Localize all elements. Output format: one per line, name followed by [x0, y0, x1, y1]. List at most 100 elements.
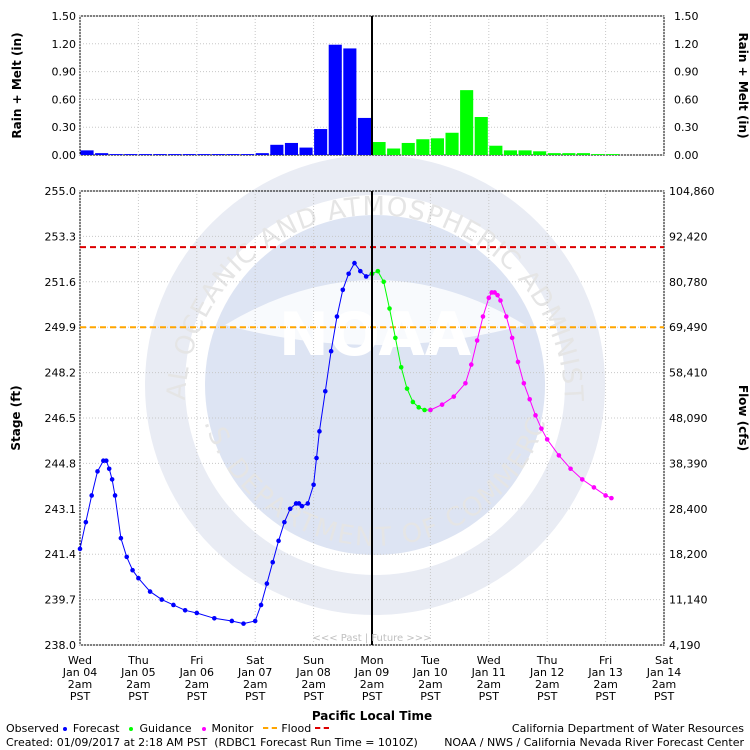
- forecast-precip-bar: [372, 142, 386, 155]
- stage-tick-label: 241.4: [45, 548, 77, 561]
- x-tick-date: Jan 10: [412, 666, 447, 679]
- legend: Observed Forecast Guidance Monitor Flood: [6, 722, 333, 735]
- top-ytick-left: 0.00: [52, 149, 77, 162]
- monitor-point: [428, 407, 433, 413]
- observed-point: [212, 615, 217, 621]
- observed-point: [103, 458, 109, 464]
- observed-precip-bar: [95, 153, 109, 155]
- top-ytick-right: 0.00: [674, 149, 699, 162]
- x-tick-day: Thu: [127, 654, 149, 667]
- monitor-dot-icon: [201, 726, 206, 731]
- observed-point: [136, 575, 141, 581]
- stage-tick-label: 239.7: [45, 594, 77, 607]
- stage-tick-label: 238.0: [45, 639, 77, 652]
- observed-precip-bar: [211, 154, 225, 155]
- watermark-logo-text: NOAA: [279, 300, 472, 370]
- flood-line-icon: [315, 727, 330, 729]
- monitor-line-icon: [263, 727, 278, 729]
- observed-precip-bar: [284, 142, 298, 155]
- x-axis-label: Pacific Local Time: [312, 709, 432, 723]
- x-tick-day: Fri: [599, 654, 612, 667]
- x-tick-tz: PST: [303, 690, 324, 703]
- top-ytick-right: 0.30: [674, 121, 699, 134]
- observed-point: [358, 268, 363, 274]
- observed-point: [77, 546, 83, 552]
- x-tick-time: 2am: [652, 678, 676, 691]
- guidance-point: [381, 279, 386, 285]
- x-tick-date: Jan 08: [295, 666, 330, 679]
- monitor-point: [603, 493, 608, 498]
- observed-precip-bar: [255, 153, 269, 155]
- x-tick-day: Wed: [68, 654, 92, 667]
- observed-point: [363, 274, 369, 279]
- observed-precip-bar: [314, 129, 328, 155]
- observed-precip-bar: [197, 154, 211, 155]
- agency-line-2: NOAA / NWS / California Nevada River For…: [444, 736, 744, 749]
- observed-point: [147, 589, 153, 594]
- monitor-point: [495, 292, 500, 298]
- x-tick-time: 2am: [243, 678, 267, 691]
- flow-tick-label: 11,140: [669, 594, 708, 607]
- stage-tick-label: 249.9: [45, 321, 77, 334]
- guidance-point: [410, 399, 416, 405]
- observed-precip-bar: [138, 154, 152, 155]
- flow-tick-label: 48,090: [669, 412, 708, 425]
- monitor-point: [527, 397, 532, 402]
- monitor-point: [533, 413, 538, 418]
- monitor-point: [498, 298, 503, 303]
- created-label: Created: 01/09/2017 at 2:18 AM PST: [6, 736, 208, 749]
- legend-observed: Observed: [6, 722, 59, 735]
- flow-tick-label: 104,860: [669, 185, 715, 198]
- monitor-point: [463, 380, 468, 386]
- guidance-point: [393, 335, 398, 341]
- x-tick-time: 2am: [477, 678, 501, 691]
- stage-flow-panel: 255.0 104,860 253.3 92,420 251.6 80,780 249.9 6…: [9, 185, 750, 723]
- monitor-point: [474, 338, 480, 343]
- monitor-point: [609, 495, 614, 501]
- observed-point: [106, 466, 112, 472]
- monitor-point: [544, 437, 550, 442]
- observed-point: [109, 477, 115, 482]
- x-tick-tz: PST: [654, 690, 675, 703]
- monitor-point: [556, 453, 562, 458]
- observed-point: [328, 348, 334, 354]
- legend-guidance: Guidance: [139, 722, 192, 735]
- monitor-point: [539, 426, 544, 431]
- observed-point: [130, 567, 135, 573]
- stage-tick-label: 246.5: [45, 412, 77, 425]
- x-tick-date: Jan 13: [587, 666, 622, 679]
- observed-precip-bar: [109, 154, 123, 155]
- flow-tick-label: 92,420: [669, 230, 708, 243]
- observed-precip-bar: [153, 154, 167, 155]
- x-tick-tz: PST: [479, 690, 500, 703]
- x-tick-time: 2am: [126, 678, 150, 691]
- observed-point: [95, 469, 100, 474]
- legend-flood: Flood: [281, 722, 312, 735]
- flow-tick-label: 69,490: [669, 321, 708, 334]
- observed-precip-bar: [270, 144, 284, 155]
- flow-axis-label: Flow (cfs): [736, 385, 750, 451]
- observed-point: [299, 503, 305, 509]
- x-tick-time: 2am: [301, 678, 325, 691]
- top-ytick-right: 1.50: [674, 10, 699, 23]
- guidance-point: [398, 364, 404, 370]
- stage-tick-label: 253.3: [45, 230, 77, 243]
- observed-precip-bar: [168, 154, 182, 155]
- monitor-point: [439, 402, 445, 407]
- monitor-point: [468, 362, 474, 367]
- watermark-gull: [225, 280, 525, 345]
- x-tick-day: Fri: [190, 654, 203, 667]
- observed-precip-bar: [241, 154, 255, 155]
- guidance-dot-icon: [129, 726, 134, 731]
- observed-precip-bar: [343, 48, 357, 155]
- observed-precip-bar: [182, 154, 196, 155]
- x-tick-time: 2am: [418, 678, 442, 691]
- x-tick-tz: PST: [420, 690, 441, 703]
- stage-tick-label: 244.8: [45, 457, 77, 470]
- observed-precip-bar: [357, 117, 371, 155]
- top-ytick-left: 0.30: [52, 121, 77, 134]
- observed-point: [241, 621, 246, 626]
- forecast-precip-bar: [430, 138, 444, 155]
- guidance-point: [375, 268, 381, 274]
